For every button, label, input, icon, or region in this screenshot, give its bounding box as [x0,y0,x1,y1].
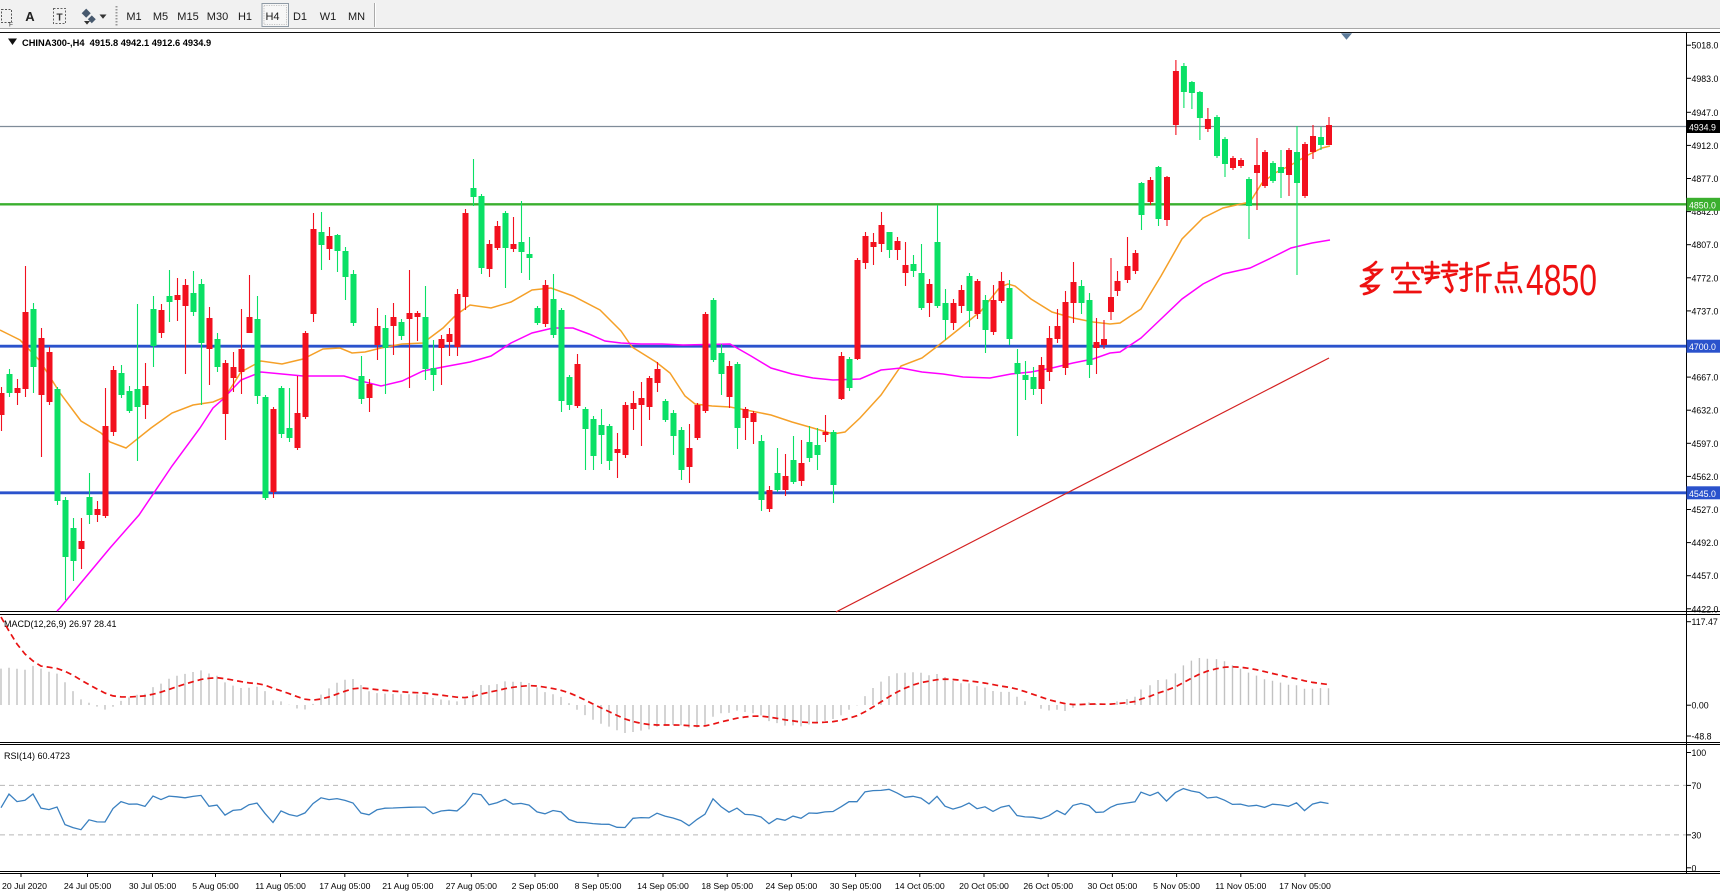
svg-text:4422.0: 4422.0 [1692,604,1719,614]
svg-text:4983.0: 4983.0 [1692,74,1719,84]
svg-text:2 Sep 05:00: 2 Sep 05:00 [512,881,559,891]
svg-text:D1: D1 [293,11,307,23]
svg-text:4527.0: 4527.0 [1692,505,1719,515]
svg-text:4737.0: 4737.0 [1692,306,1719,316]
svg-text:117.47: 117.47 [1692,617,1718,627]
svg-text:F: F [9,22,13,29]
svg-text:24 Jul 05:00: 24 Jul 05:00 [64,881,112,891]
svg-text:30 Oct 05:00: 30 Oct 05:00 [1088,881,1138,891]
svg-text:0.00: 0.00 [1692,701,1709,711]
svg-text:4934.9: 4934.9 [1689,123,1716,133]
svg-text:-48.8: -48.8 [1692,732,1712,742]
svg-text:4545.0: 4545.0 [1689,489,1716,499]
svg-text:5018.0: 5018.0 [1692,41,1719,51]
svg-text:5 Nov 05:00: 5 Nov 05:00 [1153,881,1200,891]
svg-text:4492.0: 4492.0 [1692,538,1719,548]
svg-text:17 Aug 05:00: 17 Aug 05:00 [319,881,370,891]
svg-text:W1: W1 [320,11,337,23]
svg-text:M1: M1 [126,11,141,23]
svg-text:4842.0: 4842.0 [1692,207,1719,217]
svg-text:20 Oct 05:00: 20 Oct 05:00 [959,881,1009,891]
svg-text:30 Sep 05:00: 30 Sep 05:00 [830,881,882,891]
svg-text:24 Sep 05:00: 24 Sep 05:00 [766,881,818,891]
svg-text:100: 100 [1692,748,1707,758]
svg-text:M15: M15 [177,11,198,23]
svg-text:4457.0: 4457.0 [1692,571,1719,581]
svg-text:30 Jul 05:00: 30 Jul 05:00 [129,881,177,891]
svg-text:4700.0: 4700.0 [1689,342,1716,352]
svg-text:70: 70 [1692,781,1702,791]
svg-text:MN: MN [348,11,365,23]
svg-text:8 Sep 05:00: 8 Sep 05:00 [575,881,622,891]
svg-text:14 Sep 05:00: 14 Sep 05:00 [637,881,689,891]
svg-text:MACD(12,26,9) 26.97 28.41: MACD(12,26,9) 26.97 28.41 [4,619,117,629]
svg-text:30: 30 [1692,830,1702,840]
svg-text:4947.0: 4947.0 [1692,108,1719,118]
svg-text:5 Aug 05:00: 5 Aug 05:00 [192,881,239,891]
svg-text:4850.0: 4850.0 [1689,200,1716,210]
svg-text:RSI(14) 60.4723: RSI(14) 60.4723 [4,751,70,761]
svg-text:11 Nov 05:00: 11 Nov 05:00 [1215,881,1266,891]
svg-text:4562.0: 4562.0 [1692,472,1719,482]
svg-text:H1: H1 [238,11,252,23]
svg-text:21 Aug 05:00: 21 Aug 05:00 [382,881,433,891]
svg-text:26 Oct 05:00: 26 Oct 05:00 [1023,881,1073,891]
svg-text:18 Sep 05:00: 18 Sep 05:00 [701,881,753,891]
svg-text:4850: 4850 [1526,256,1597,305]
svg-text:4807.0: 4807.0 [1692,240,1719,250]
svg-text:20 Jul 2020: 20 Jul 2020 [2,881,47,891]
svg-text:H4: H4 [265,11,279,23]
svg-text:A: A [25,9,35,24]
svg-text:14 Oct 05:00: 14 Oct 05:00 [895,881,945,891]
svg-text:0: 0 [1692,863,1697,873]
svg-text:4597.0: 4597.0 [1692,439,1719,449]
svg-text:M5: M5 [153,11,168,23]
svg-text:27 Aug 05:00: 27 Aug 05:00 [446,881,497,891]
svg-text:CHINA300-,H4 4915.8 4942.1 49: CHINA300-,H4 4915.8 4942.1 4912.6 4934.9 [22,38,211,48]
svg-text:4912.0: 4912.0 [1692,141,1719,151]
svg-text:4632.0: 4632.0 [1692,406,1719,416]
svg-text:17 Nov 05:00: 17 Nov 05:00 [1279,881,1331,891]
svg-text:4877.0: 4877.0 [1692,174,1719,184]
svg-text:11 Aug 05:00: 11 Aug 05:00 [255,881,306,891]
svg-text:M30: M30 [207,11,228,23]
svg-text:4772.0: 4772.0 [1692,273,1719,283]
svg-text:T: T [56,13,62,24]
svg-text:4667.0: 4667.0 [1692,373,1719,383]
